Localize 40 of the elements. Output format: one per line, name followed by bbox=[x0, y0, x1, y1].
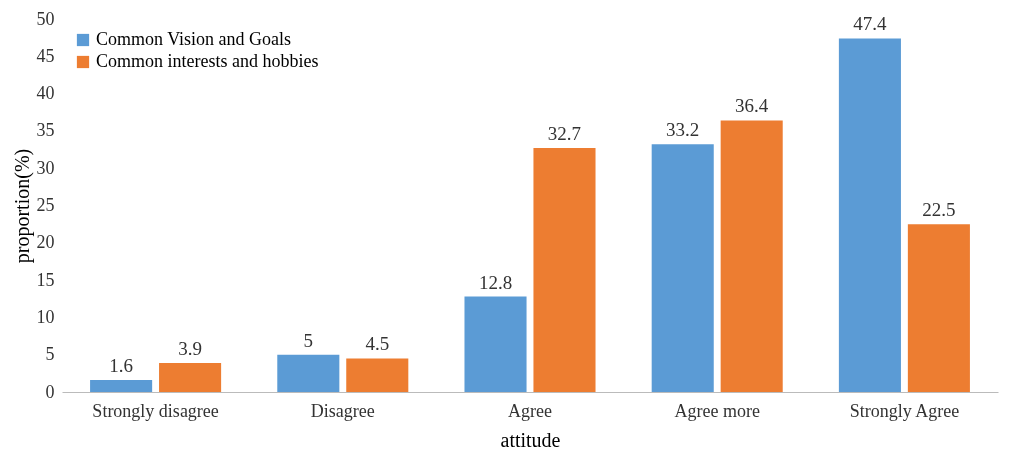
data-label: 1.6 bbox=[109, 355, 133, 377]
bar bbox=[838, 38, 901, 392]
x-tick-label: Disagree bbox=[310, 400, 375, 421]
data-label: 33.2 bbox=[666, 119, 700, 141]
legend-label: Common Vision and Goals bbox=[96, 29, 292, 49]
data-label: 32.7 bbox=[547, 123, 582, 145]
data-label: 47.4 bbox=[853, 13, 888, 35]
bar bbox=[159, 362, 222, 392]
bar bbox=[907, 224, 970, 392]
y-tick-label: 20 bbox=[36, 232, 55, 253]
y-tick-label: 10 bbox=[36, 306, 55, 327]
y-tick-label: 15 bbox=[36, 269, 55, 290]
legend-label: Common interests and hobbies bbox=[96, 51, 319, 71]
bar bbox=[720, 120, 783, 392]
x-axis-title: attitude bbox=[500, 428, 561, 451]
bar bbox=[277, 354, 340, 392]
bar bbox=[90, 380, 153, 392]
y-tick-label: 35 bbox=[36, 120, 55, 141]
data-label: 3.9 bbox=[178, 337, 202, 359]
x-tick-label: Agree bbox=[508, 400, 552, 421]
data-label: 4.5 bbox=[365, 333, 390, 355]
bar bbox=[346, 358, 409, 392]
y-tick-label: 50 bbox=[36, 8, 55, 29]
data-label: 12.8 bbox=[478, 271, 513, 293]
x-tick-label: Agree more bbox=[674, 400, 760, 421]
bar bbox=[464, 296, 527, 392]
x-tick-label: Strongly Agree bbox=[849, 400, 960, 421]
y-tick-label: 45 bbox=[36, 45, 55, 66]
y-tick-label: 0 bbox=[45, 381, 55, 402]
y-tick-label: 5 bbox=[45, 344, 55, 365]
y-tick-label: 30 bbox=[36, 157, 55, 178]
y-tick-label: 25 bbox=[36, 195, 55, 215]
data-label: 22.5 bbox=[922, 199, 956, 221]
bar bbox=[651, 144, 714, 392]
y-tick-label: 40 bbox=[36, 83, 55, 104]
x-tick-label: Strongly disagree bbox=[92, 400, 219, 421]
bar bbox=[533, 148, 596, 392]
data-label: 5 bbox=[303, 329, 314, 351]
data-label: 36.4 bbox=[735, 95, 769, 117]
y-axis-title: proportion(%) bbox=[10, 148, 34, 264]
